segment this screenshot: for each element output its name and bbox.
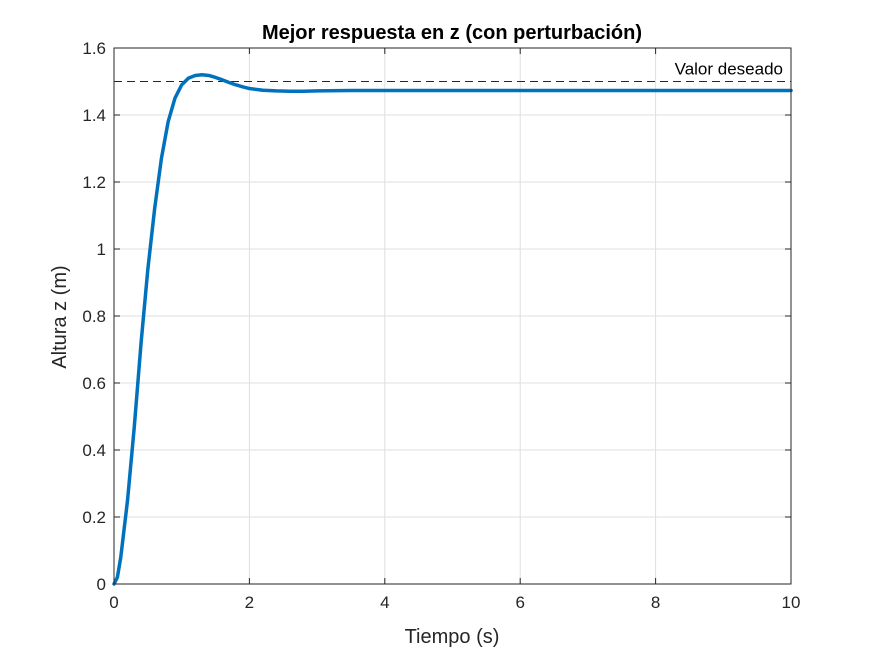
y-tick-label: 1.2	[82, 173, 106, 192]
x-tick-label: 0	[109, 593, 118, 612]
y-tick-label: 0.2	[82, 508, 106, 527]
desired-value-label: Valor deseado	[675, 60, 783, 79]
x-tick-label: 2	[245, 593, 254, 612]
y-tick-label: 0.6	[82, 374, 106, 393]
y-tick-label: 1	[97, 240, 106, 259]
y-tick-label: 0	[97, 575, 106, 594]
x-tick-label: 8	[651, 593, 660, 612]
chart-title: Mejor respuesta en z (con perturbación)	[262, 22, 642, 44]
y-tick-label: 1.4	[82, 106, 106, 125]
x-tick-label: 4	[380, 593, 389, 612]
x-tick-label: 6	[515, 593, 524, 612]
plot-area: Valor deseado 0 2 4 6 8 10 0 0.2 0.4 0.6 0.8 1 1.2 1.4…	[82, 39, 800, 612]
x-tick-label: 10	[782, 593, 801, 612]
y-tick-label: 0.8	[82, 307, 106, 326]
y-tick-label: 1.6	[82, 39, 106, 58]
response-curve	[112, 73, 793, 586]
y-axis-label: Altura z (m)	[49, 265, 71, 368]
y-tick-label: 0.4	[82, 441, 106, 460]
x-axis-label: Tiempo (s)	[405, 626, 500, 648]
